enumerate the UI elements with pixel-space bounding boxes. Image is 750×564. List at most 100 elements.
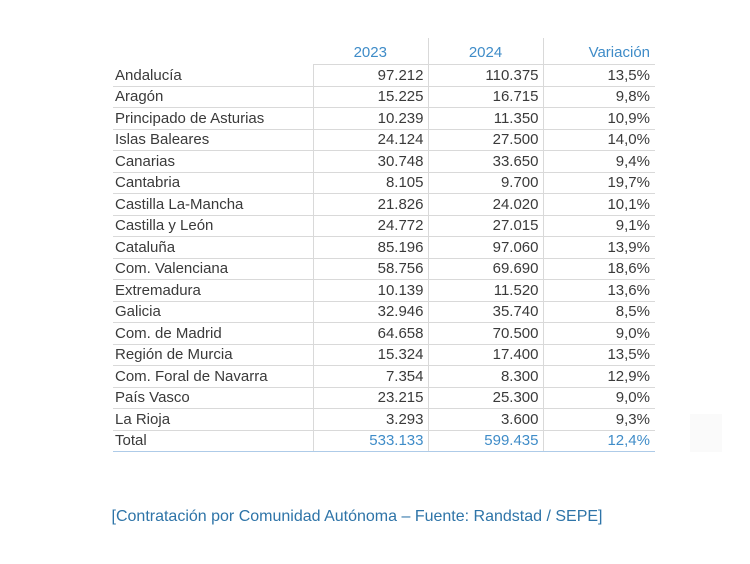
table-row: Canarias 30.748 33.650 9,4%	[113, 150, 655, 173]
cell-2024: 110.375	[427, 64, 543, 87]
column-header-2023: 2023	[313, 38, 428, 65]
cell-2024: 11.350	[427, 107, 543, 130]
table-row: Com. Valenciana 58.756 69.690 18,6%	[113, 258, 655, 280]
cell-2023: 7.354	[312, 365, 428, 388]
contracts-table-wrap: 2023 2024 Variación Andalucía 97.212 110.3…	[113, 38, 655, 452]
column-header-variacion: Variación	[542, 38, 655, 65]
cell-variacion: 18,6%	[542, 258, 655, 280]
table-row: País Vasco 23.215 25.300 9,0%	[113, 387, 655, 409]
cell-2024: 11.520	[427, 279, 543, 302]
cell-region: Com. Valenciana	[113, 258, 313, 280]
cell-region: Com. de Madrid	[113, 322, 313, 345]
cell-2023: 3.293	[312, 408, 428, 431]
cell-2024: 25.300	[427, 387, 543, 409]
cell-variacion: 13,5%	[542, 344, 655, 366]
cell-variacion: 9,4%	[542, 150, 655, 173]
cell-region: Com. Foral de Navarra	[113, 365, 313, 388]
cell-2024: 97.060	[427, 236, 543, 259]
cell-variacion: 13,5%	[542, 64, 655, 87]
cell-2023: 21.826	[312, 193, 428, 216]
cell-2023: 10.139	[312, 279, 428, 302]
cell-2024: 27.500	[427, 129, 543, 151]
table-row: Cantabria 8.105 9.700 19,7%	[113, 172, 655, 194]
cell-2023: 23.215	[312, 387, 428, 409]
table-row: Extremadura 10.139 11.520 13,6%	[113, 279, 655, 302]
total-row: Total 533.133 599.435 12,4%	[113, 430, 655, 452]
table-header: 2023 2024 Variación	[113, 38, 655, 65]
cell-2024: 69.690	[427, 258, 543, 280]
cell-2024: 17.400	[427, 344, 543, 366]
cell-2024: 16.715	[427, 86, 543, 108]
cell-variacion: 9,0%	[542, 387, 655, 409]
cell-variacion: 13,9%	[542, 236, 655, 259]
cell-region: Total	[113, 430, 313, 452]
cell-2024: 9.700	[427, 172, 543, 194]
cell-2023: 64.658	[312, 322, 428, 345]
cell-2024: 27.015	[427, 215, 543, 237]
table-row: Com. Foral de Navarra 7.354 8.300 12,9%	[113, 365, 655, 388]
cell-region: Islas Baleares	[113, 129, 313, 151]
table-row: Castilla La-Mancha 21.826 24.020 10,1%	[113, 193, 655, 216]
cell-2023: 15.324	[312, 344, 428, 366]
cell-region: País Vasco	[113, 387, 313, 409]
column-header-region	[113, 38, 313, 65]
cell-variacion: 14,0%	[542, 129, 655, 151]
table-row: Com. de Madrid 64.658 70.500 9,0%	[113, 322, 655, 345]
cell-variacion: 8,5%	[542, 301, 655, 323]
cell-2023: 10.239	[312, 107, 428, 130]
cell-variacion: 9,8%	[542, 86, 655, 108]
cell-variacion: 12,4%	[542, 430, 655, 452]
column-header-2024: 2024	[427, 38, 543, 65]
cell-variacion: 13,6%	[542, 279, 655, 302]
table-row: Cataluña 85.196 97.060 13,9%	[113, 236, 655, 259]
table-caption: [Contratación por Comunidad Autónoma – F…	[111, 508, 603, 525]
cell-region: Extremadura	[113, 279, 313, 302]
cell-2023: 32.946	[312, 301, 428, 323]
contracts-by-region-table: 2023 2024 Variación Andalucía 97.212 110.3…	[113, 38, 655, 452]
cell-2023: 58.756	[312, 258, 428, 280]
faint-artifact	[690, 414, 722, 452]
cell-2024: 33.650	[427, 150, 543, 173]
table-row: La Rioja 3.293 3.600 9,3%	[113, 408, 655, 431]
cell-region: Cataluña	[113, 236, 313, 259]
table-row: Región de Murcia 15.324 17.400 13,5%	[113, 344, 655, 366]
cell-2023: 85.196	[312, 236, 428, 259]
cell-region: Región de Murcia	[113, 344, 313, 366]
cell-2024: 24.020	[427, 193, 543, 216]
cell-region: Castilla y León	[113, 215, 313, 237]
cell-2024: 8.300	[427, 365, 543, 388]
cell-2024: 3.600	[427, 408, 543, 431]
header-row: 2023 2024 Variación	[113, 38, 655, 65]
cell-region: La Rioja	[113, 408, 313, 431]
table-row: Andalucía 97.212 110.375 13,5%	[113, 64, 655, 87]
cell-variacion: 9,1%	[542, 215, 655, 237]
table-row: Principado de Asturias 10.239 11.350 10,9%	[113, 107, 655, 130]
cell-variacion: 9,0%	[542, 322, 655, 345]
cell-2024: 35.740	[427, 301, 543, 323]
cell-2024: 599.435	[427, 430, 543, 452]
cell-region: Principado de Asturias	[113, 107, 313, 130]
table-row: Aragón 15.225 16.715 9,8%	[113, 86, 655, 108]
cell-region: Galicia	[113, 301, 313, 323]
cell-region: Aragón	[113, 86, 313, 108]
cell-2023: 24.124	[312, 129, 428, 151]
cell-variacion: 10,9%	[542, 107, 655, 130]
cell-region: Andalucía	[113, 64, 313, 87]
cell-2023: 30.748	[312, 150, 428, 173]
cell-2023: 24.772	[312, 215, 428, 237]
cell-region: Canarias	[113, 150, 313, 173]
cell-2024: 70.500	[427, 322, 543, 345]
cell-2023: 8.105	[312, 172, 428, 194]
cell-variacion: 19,7%	[542, 172, 655, 194]
cell-2023: 533.133	[312, 430, 428, 452]
cell-2023: 15.225	[312, 86, 428, 108]
cell-2023: 97.212	[312, 64, 428, 87]
table-row: Islas Baleares 24.124 27.500 14,0%	[113, 129, 655, 151]
table-row: Galicia 32.946 35.740 8,5%	[113, 301, 655, 323]
table-row: Castilla y León 24.772 27.015 9,1%	[113, 215, 655, 237]
cell-region: Castilla La-Mancha	[113, 193, 313, 216]
table-body: Andalucía 97.212 110.375 13,5% Aragón 15.225 1…	[113, 64, 655, 452]
cell-region: Cantabria	[113, 172, 313, 194]
cell-variacion: 9,3%	[542, 408, 655, 431]
cell-variacion: 12,9%	[542, 365, 655, 388]
